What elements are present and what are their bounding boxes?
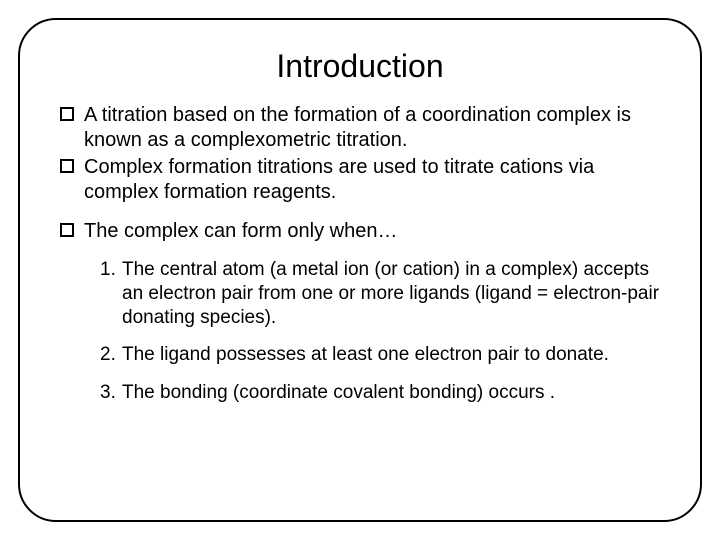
list-item: 3. The bonding (coordinate covalent bond…	[100, 381, 660, 405]
square-bullet-icon	[60, 159, 74, 173]
bullet-item: The complex can form only when…	[60, 219, 660, 244]
square-bullet-icon	[60, 223, 74, 237]
bullet-text: Complex formation titrations are used to…	[84, 156, 594, 203]
bullet-text: The complex can form only when…	[84, 220, 397, 242]
slide-title: Introduction	[60, 48, 660, 85]
slide-frame: Introduction A titration based on the fo…	[18, 18, 702, 522]
list-number: 3.	[100, 381, 116, 405]
list-item: 2. The ligand possesses at least one ele…	[100, 343, 660, 367]
list-text: The central atom (a metal ion (or cation…	[122, 259, 659, 328]
square-bullet-icon	[60, 107, 74, 121]
list-text: The bonding (coordinate covalent bonding…	[122, 382, 555, 403]
bullet-item: A titration based on the formation of a …	[60, 103, 660, 153]
bullet-group-2: The complex can form only when…	[60, 219, 660, 244]
bullet-text: A titration based on the formation of a …	[84, 104, 631, 151]
list-number: 2.	[100, 343, 116, 367]
bullet-item: Complex formation titrations are used to…	[60, 155, 660, 205]
bullet-group-1: A titration based on the formation of a …	[60, 103, 660, 205]
numbered-list: 1. The central atom (a metal ion (or cat…	[60, 258, 660, 405]
list-number: 1.	[100, 258, 116, 282]
list-item: 1. The central atom (a metal ion (or cat…	[100, 258, 660, 329]
list-text: The ligand possesses at least one electr…	[122, 344, 609, 365]
